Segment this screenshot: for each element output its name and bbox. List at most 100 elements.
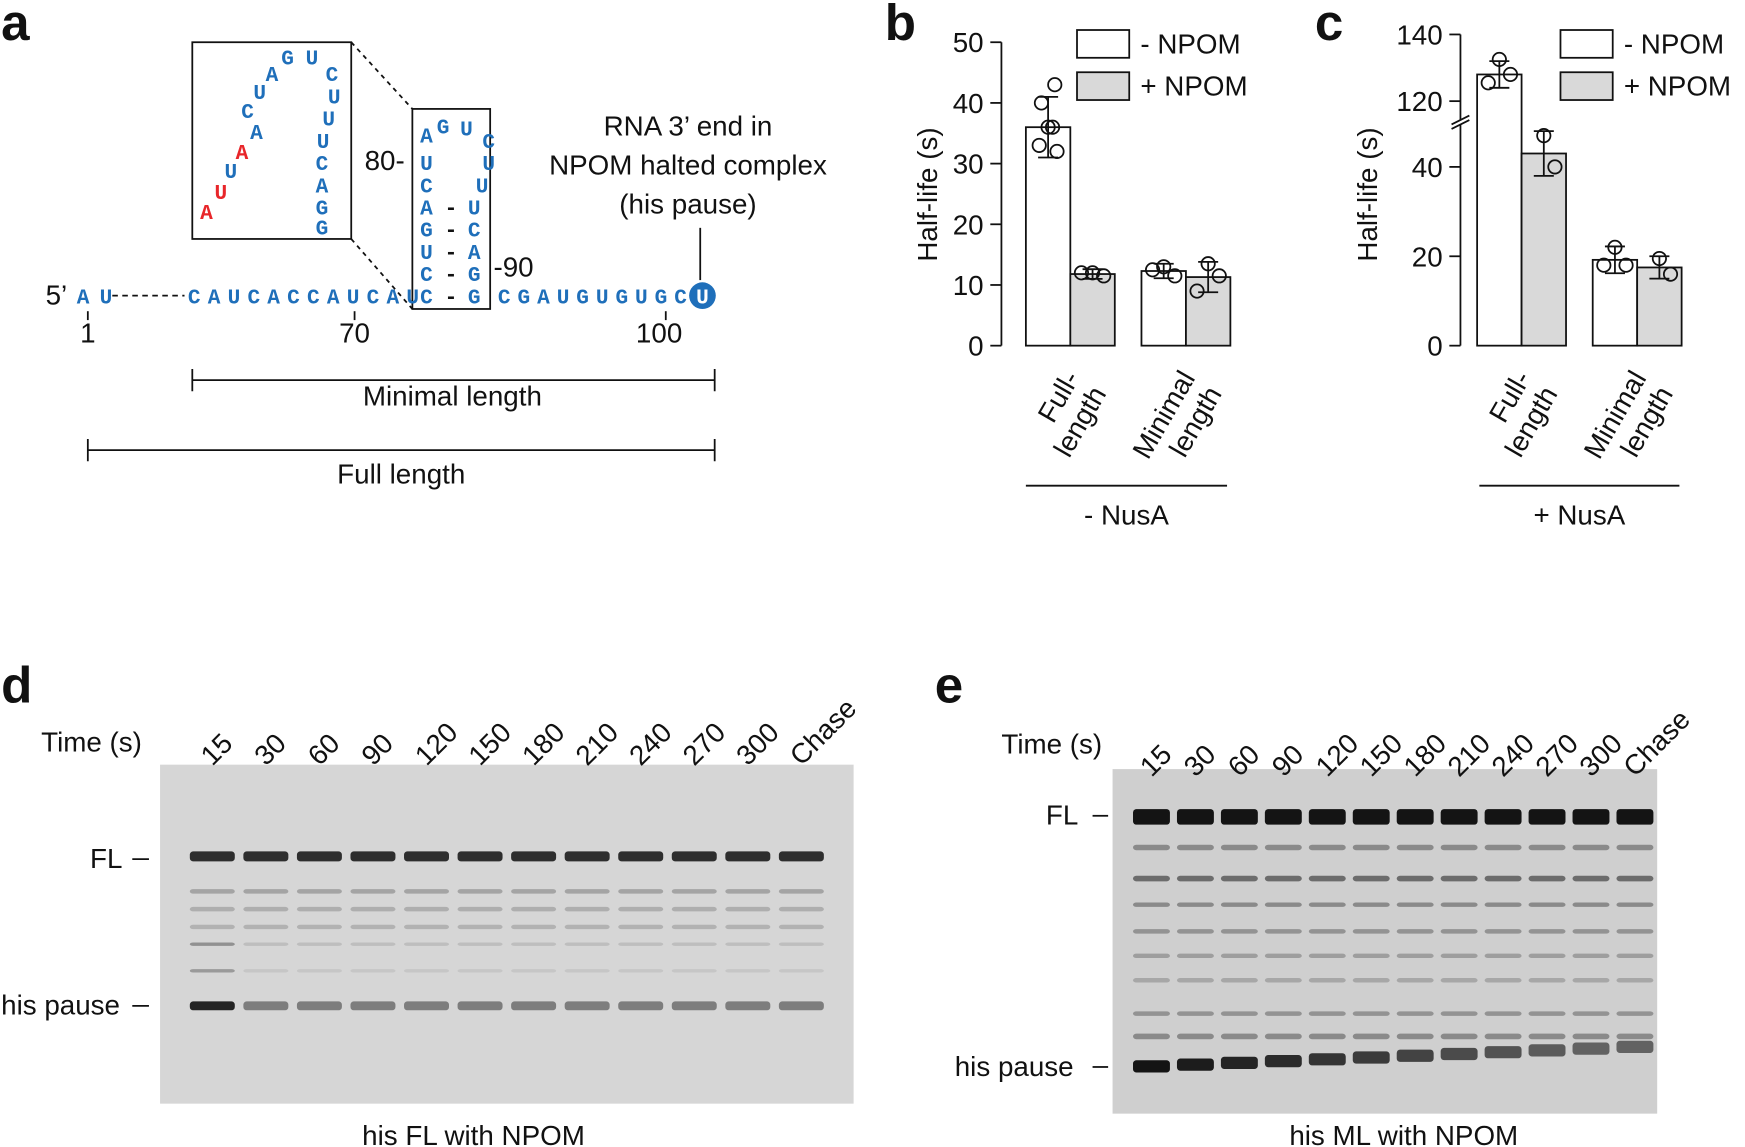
gel-band <box>1220 1033 1258 1040</box>
nucleotide: A <box>420 198 433 222</box>
gel-band <box>671 924 717 930</box>
data-point <box>1651 250 1667 267</box>
gel-band <box>1220 902 1258 907</box>
gel-band <box>1528 844 1566 851</box>
gel-band <box>1176 809 1214 825</box>
gel-band <box>1133 844 1170 851</box>
gel-band <box>1352 809 1390 825</box>
panel-label: a <box>1 0 30 51</box>
gel-band <box>1352 953 1390 959</box>
gel-band <box>1484 844 1522 851</box>
lane-label: 120 <box>409 716 464 771</box>
gel-band <box>564 942 610 946</box>
gel-band <box>1176 875 1214 882</box>
nucleotide: U <box>253 82 266 106</box>
y-tick-label: 140 <box>1396 19 1442 50</box>
gel-band <box>1572 1042 1610 1055</box>
gel-band <box>1616 978 1654 983</box>
gel-band <box>564 924 610 930</box>
gel-band <box>1264 875 1302 882</box>
gel-band <box>1220 929 1258 934</box>
bracket <box>86 439 716 462</box>
gel-band <box>404 889 450 894</box>
gel-band <box>1572 953 1610 959</box>
gel-band <box>1484 1046 1522 1059</box>
lane-label: 180 <box>516 716 571 771</box>
bar <box>1140 270 1187 347</box>
data-point <box>1044 119 1061 135</box>
gel-band <box>671 969 717 973</box>
gel-band <box>189 969 235 973</box>
data-point <box>1189 283 1205 299</box>
position-label: -90 <box>494 252 534 283</box>
sequence: CGAUGUGUGC <box>498 286 687 310</box>
gel-band <box>1176 902 1214 907</box>
annotation: NPOM halted complex <box>549 149 827 180</box>
five-prime: 5’ <box>46 280 68 311</box>
y-tick-label: 120 <box>1396 86 1442 117</box>
gel-band <box>618 889 664 894</box>
gel-band <box>778 889 824 894</box>
annotation: (his pause) <box>619 188 756 219</box>
gel-band <box>725 906 771 912</box>
gel-band <box>1484 809 1522 825</box>
gel-band <box>1484 875 1522 882</box>
bar <box>1520 152 1567 347</box>
gel-band <box>1133 809 1170 825</box>
gel-band <box>1352 978 1390 983</box>
bracket-label: Full length <box>337 458 465 489</box>
gel-band <box>511 969 557 973</box>
data-point <box>1085 265 1101 281</box>
gel-band <box>671 942 717 946</box>
gel-band <box>243 889 289 894</box>
gel-band <box>618 924 664 930</box>
gel-band <box>1220 844 1258 851</box>
axis-break <box>1451 114 1470 126</box>
gel-band <box>1176 953 1214 959</box>
gel-band <box>1616 902 1654 907</box>
gel-band <box>618 906 664 912</box>
gel-band <box>1528 978 1566 983</box>
gel-band <box>243 969 289 973</box>
data-point <box>1047 77 1063 93</box>
gel-band <box>1484 902 1522 907</box>
gel-d <box>160 764 854 1104</box>
gel-band <box>1572 1033 1610 1040</box>
gel-band <box>564 889 610 894</box>
gel-band <box>1616 809 1654 825</box>
nucleotide: U <box>215 182 228 206</box>
y-tick-label: 0 <box>1427 331 1442 362</box>
gel-band <box>350 969 396 973</box>
zoom-line <box>350 41 414 110</box>
gel-band <box>511 889 557 894</box>
gel-band <box>725 851 771 862</box>
gel-band <box>618 851 664 862</box>
gel-band <box>1396 1011 1434 1016</box>
gel-band <box>1264 809 1302 825</box>
panel-label: b <box>885 0 916 51</box>
gel-band <box>350 851 396 862</box>
gel-band <box>1396 929 1434 934</box>
gel-band <box>725 924 771 930</box>
gel-band <box>1133 1011 1170 1016</box>
gel-band <box>1616 1040 1654 1053</box>
gel-band <box>1264 1033 1302 1040</box>
pair-dash: - <box>445 242 458 266</box>
hairpin-box <box>411 108 492 310</box>
group-label: - NusA <box>1084 500 1169 531</box>
gel-band <box>1352 875 1390 882</box>
lane-label: Chase <box>784 692 863 771</box>
data-point <box>1040 119 1056 135</box>
gel-band <box>1220 1011 1258 1016</box>
gel-band <box>1264 1011 1302 1016</box>
gel-band <box>404 942 450 946</box>
gel-band <box>457 906 503 912</box>
gel-band <box>725 942 771 946</box>
legend-label: - NPOM <box>1140 28 1240 59</box>
gel-band <box>1616 1033 1654 1040</box>
gel-band <box>618 1001 664 1011</box>
gel-band <box>1440 1033 1478 1040</box>
bar <box>1024 126 1072 347</box>
axis-break <box>1451 119 1470 130</box>
ruler-label: 70 <box>339 317 370 348</box>
